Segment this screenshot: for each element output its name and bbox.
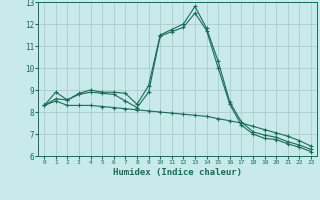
X-axis label: Humidex (Indice chaleur): Humidex (Indice chaleur) <box>113 168 242 177</box>
